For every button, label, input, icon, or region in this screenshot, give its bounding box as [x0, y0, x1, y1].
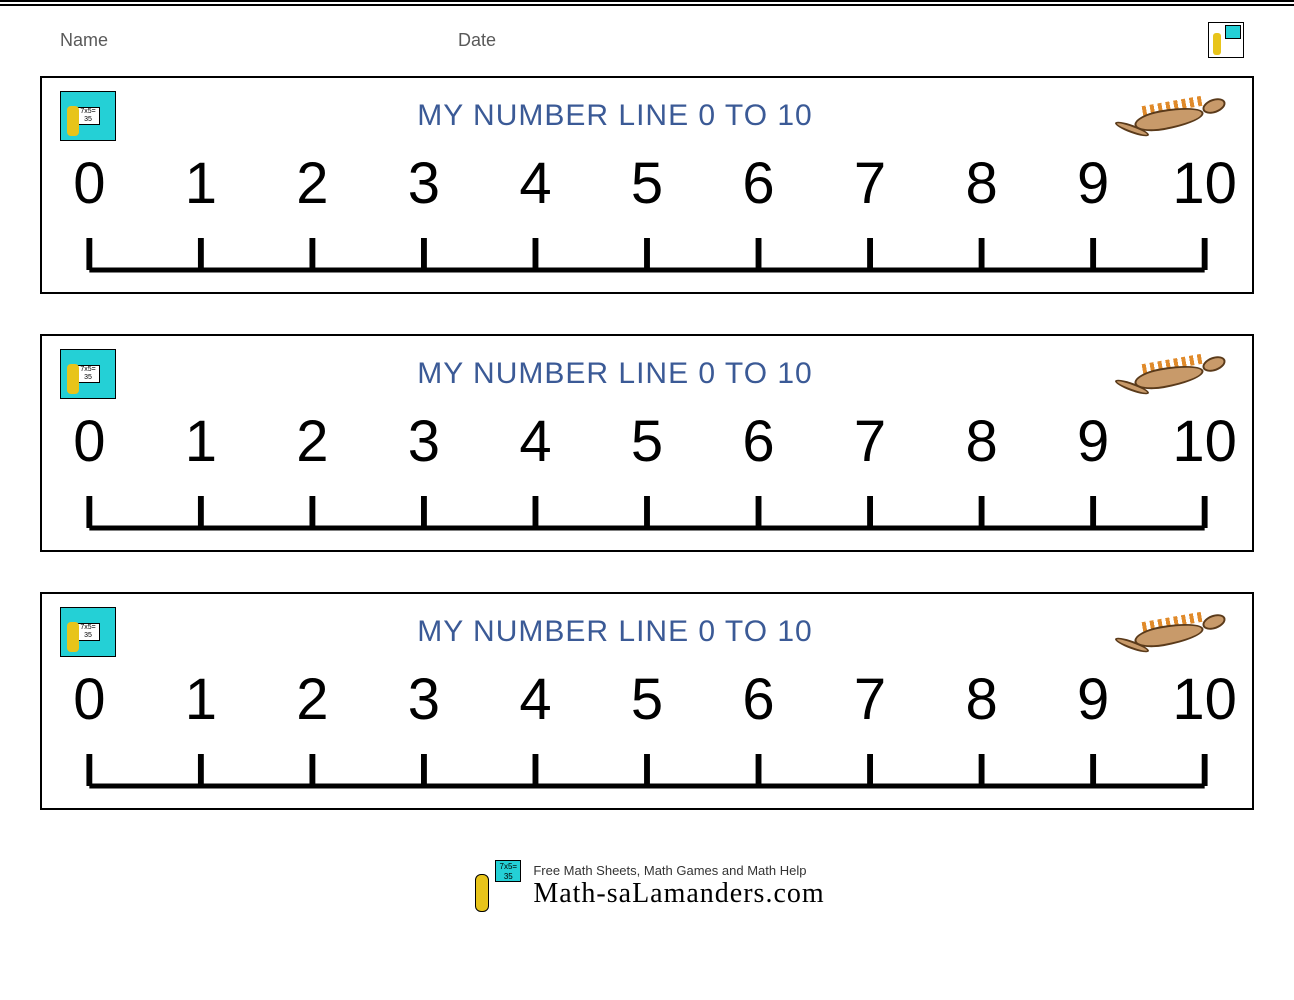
number-label: 2	[296, 150, 328, 217]
panel-title: MY NUMBER LINE 0 TO 10	[116, 357, 1114, 391]
number-label: 0	[73, 666, 105, 733]
number-label: 4	[519, 150, 551, 217]
lizard-icon	[1114, 349, 1234, 399]
header-row: Name Date	[0, 18, 1294, 76]
number-label: 3	[408, 666, 440, 733]
footer-salamander-icon: 7x5= 35	[469, 860, 521, 912]
number-label: 7	[854, 150, 886, 217]
number-label: 4	[519, 408, 551, 475]
number-label: 3	[408, 150, 440, 217]
salamander-board-icon: 7x5= 35	[60, 91, 116, 141]
brand-logo-small	[1208, 22, 1244, 58]
number-label: 9	[1077, 666, 1109, 733]
number-label: 8	[965, 666, 997, 733]
number-label: 9	[1077, 150, 1109, 217]
numberline-panel: 7x5= 35MY NUMBER LINE 0 TO 10 0 1 2 3 4 5 6 7 8 91…	[40, 592, 1254, 810]
chalkboard-icon: 7x5= 35	[495, 860, 521, 882]
number-label: 9	[1077, 408, 1109, 475]
number-line: 0 1 2 3 4 5 6 7 8 9 10	[60, 408, 1234, 538]
number-label: 1	[185, 150, 217, 217]
number-label: 3	[408, 408, 440, 475]
number-label: 7	[854, 408, 886, 475]
number-label: 0	[73, 408, 105, 475]
salamander-board-icon: 7x5= 35	[60, 349, 116, 399]
number-label: 10	[1172, 666, 1237, 733]
date-label: Date	[458, 30, 496, 51]
lizard-icon	[1114, 91, 1234, 141]
footer: 7x5= 35 Free Math Sheets, Math Games and…	[0, 850, 1294, 947]
number-label: 7	[854, 666, 886, 733]
number-label: 5	[631, 666, 663, 733]
footer-brand: Math-saLamanders.com	[533, 878, 824, 910]
number-label: 10	[1172, 150, 1237, 217]
name-label: Name	[60, 30, 108, 51]
panel-title: MY NUMBER LINE 0 TO 10	[116, 99, 1114, 133]
number-line: 0 1 2 3 4 5 6 7 8 9 10	[60, 666, 1234, 796]
number-label: 5	[631, 408, 663, 475]
top-rule	[0, 0, 1294, 6]
number-label: 5	[631, 150, 663, 217]
number-label: 1	[185, 666, 217, 733]
number-label: 6	[742, 150, 774, 217]
number-label: 8	[965, 408, 997, 475]
panel-title: MY NUMBER LINE 0 TO 10	[116, 615, 1114, 649]
number-label: 6	[742, 666, 774, 733]
number-label: 1	[185, 408, 217, 475]
number-label: 2	[296, 408, 328, 475]
number-label: 8	[965, 150, 997, 217]
salamander-board-icon: 7x5= 35	[60, 607, 116, 657]
numberline-panel: 7x5= 35MY NUMBER LINE 0 TO 10 0 1 2 3 4 5 6 7 8 91…	[40, 76, 1254, 294]
footer-tagline: Free Math Sheets, Math Games and Math He…	[533, 863, 824, 878]
number-label: 2	[296, 666, 328, 733]
number-label: 10	[1172, 408, 1237, 475]
lizard-icon	[1114, 607, 1234, 657]
numberline-panel: 7x5= 35MY NUMBER LINE 0 TO 10 0 1 2 3 4 5 6 7 8 91…	[40, 334, 1254, 552]
number-label: 0	[73, 150, 105, 217]
number-label: 4	[519, 666, 551, 733]
number-line: 0 1 2 3 4 5 6 7 8 9 10	[60, 150, 1234, 280]
number-label: 6	[742, 408, 774, 475]
